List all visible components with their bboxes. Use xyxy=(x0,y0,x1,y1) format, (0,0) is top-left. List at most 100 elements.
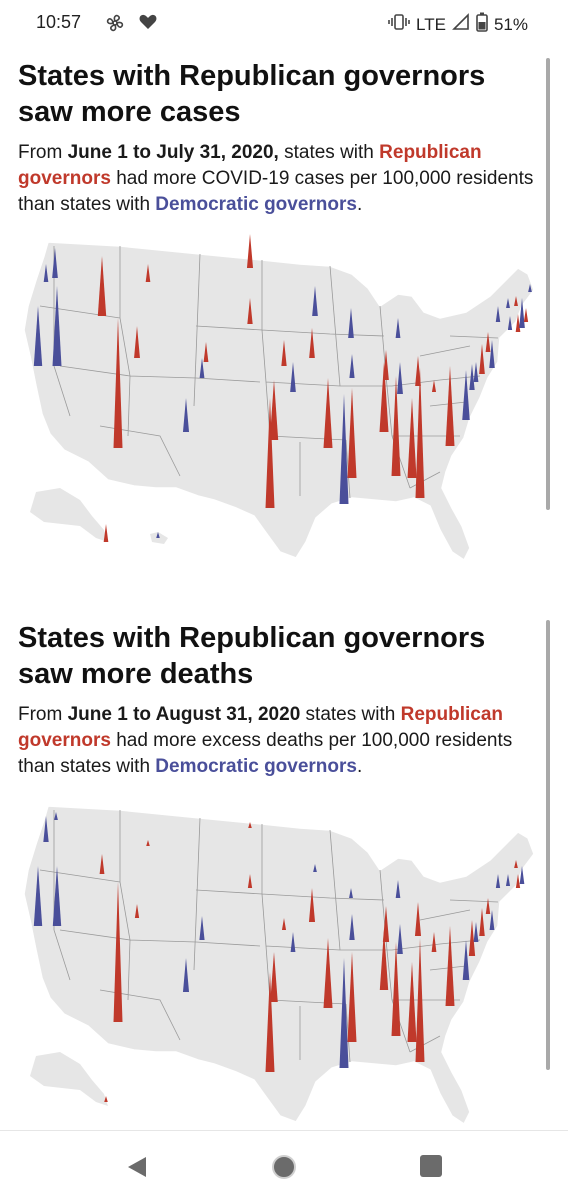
democratic-state-spike xyxy=(462,940,470,980)
democratic-state-spike xyxy=(473,922,479,942)
battery-percent: 51% xyxy=(493,14,528,34)
republican-state-spike xyxy=(246,234,254,268)
dek-text: From xyxy=(18,704,68,725)
republican-label: Republican governors xyxy=(18,142,482,189)
republican-state-spike xyxy=(134,904,140,918)
network-label: LTE xyxy=(416,14,446,34)
republican-state-spike xyxy=(113,318,123,448)
republican-state-spike xyxy=(99,854,105,874)
republican-state-spike xyxy=(415,356,421,386)
cases-section: States with Republican governors saw mor… xyxy=(18,58,548,218)
republican-state-spike xyxy=(445,926,455,1006)
democratic-state-spike xyxy=(462,370,470,420)
democratic-state-spike xyxy=(395,880,401,898)
status-time: 10:57 xyxy=(36,12,82,32)
scrollbar[interactable] xyxy=(546,58,550,510)
back-icon xyxy=(128,1157,146,1177)
democratic-state-spike xyxy=(52,866,62,926)
republican-state-spike xyxy=(281,918,287,930)
democratic-state-spike xyxy=(473,362,479,382)
democratic-label: Democratic governors xyxy=(155,756,357,777)
deaths-headline: States with Republican governors saw mor… xyxy=(18,622,486,690)
democratic-state-spike xyxy=(505,874,511,886)
democratic-state-spike xyxy=(395,318,401,338)
republican-state-spike xyxy=(146,840,150,846)
republican-state-spike xyxy=(308,888,316,922)
republican-state-spike xyxy=(485,332,491,352)
democratic-state-spike xyxy=(489,340,495,368)
democratic-state-spike xyxy=(349,354,355,378)
republican-state-spike xyxy=(270,952,278,1002)
democratic-state-spike xyxy=(528,284,532,292)
republican-state-spike xyxy=(113,882,123,1022)
democratic-state-spike xyxy=(348,308,354,338)
heart-icon xyxy=(138,12,158,37)
republican-state-spike xyxy=(145,264,151,282)
democratic-state-spike xyxy=(506,298,510,308)
republican-state-spike xyxy=(134,326,140,358)
dek-text: . xyxy=(356,756,363,777)
republican-state-spike xyxy=(323,378,333,448)
republican-state-spike xyxy=(514,296,518,306)
democratic-state-spike xyxy=(397,924,403,954)
deaths-spike-layer xyxy=(33,812,525,1102)
democratic-state-spike xyxy=(290,362,296,392)
republican-state-spike xyxy=(391,376,401,476)
republican-state-spike xyxy=(379,362,389,432)
democratic-state-spike xyxy=(519,866,525,884)
republican-state-spike xyxy=(247,298,253,324)
navigation-bar xyxy=(0,1130,568,1201)
deaths-section: States with Republican governors saw mor… xyxy=(18,620,548,780)
battery-icon xyxy=(476,12,488,37)
recents-icon xyxy=(420,1155,442,1177)
republican-state-spike xyxy=(485,898,491,914)
back-button[interactable] xyxy=(124,1153,154,1183)
democratic-state-spike xyxy=(469,364,475,390)
home-button[interactable] xyxy=(270,1153,300,1183)
democratic-state-spike xyxy=(182,398,190,432)
republican-state-spike xyxy=(103,524,109,542)
republican-state-spike xyxy=(248,822,252,828)
deaths-dek: From June 1 to August 31, 2020 states wi… xyxy=(18,702,548,780)
dek-date-range: June 1 to August 31, 2020 xyxy=(67,704,301,725)
cases-headline: States with Republican governors saw mor… xyxy=(18,60,486,128)
republican-state-spike xyxy=(468,920,476,956)
republican-state-spike xyxy=(269,380,279,440)
republican-state-spike xyxy=(431,932,437,952)
home-icon xyxy=(272,1155,296,1179)
republican-state-spike xyxy=(247,874,253,888)
republican-state-spike xyxy=(523,308,529,322)
deaths-map xyxy=(23,805,535,1126)
democratic-state-spike xyxy=(312,286,318,316)
democratic-state-spike xyxy=(495,306,501,322)
democratic-state-spike xyxy=(495,874,501,888)
republican-state-spike xyxy=(414,902,422,936)
republican-state-spike xyxy=(104,1096,108,1102)
republican-state-spike xyxy=(203,342,209,362)
republican-state-spike xyxy=(514,860,518,868)
democratic-state-spike xyxy=(33,306,43,366)
lte-signal-icon xyxy=(452,13,470,36)
democratic-state-spike xyxy=(290,932,296,952)
republican-state-spike xyxy=(97,256,107,316)
dek-text: states with xyxy=(278,142,380,163)
cases-spike-layer xyxy=(33,234,532,542)
republican-state-spike xyxy=(515,314,521,332)
republican-state-spike xyxy=(382,906,390,942)
republican-state-spike xyxy=(479,908,485,936)
status-right: LTE 51% xyxy=(388,12,528,37)
vibrate-icon xyxy=(388,13,410,36)
republican-state-spike xyxy=(347,388,357,478)
democratic-state-spike xyxy=(397,362,403,394)
dek-text: had more COVID-19 cases per 100,000 resi… xyxy=(18,168,534,215)
republican-state-spike xyxy=(431,380,437,392)
democratic-state-spike xyxy=(43,264,49,282)
democratic-state-spike xyxy=(339,394,349,504)
scrollbar[interactable] xyxy=(546,620,550,1070)
republican-state-spike xyxy=(323,938,333,1008)
republican-label: Republican governors xyxy=(18,704,503,751)
democratic-label: Democratic governors xyxy=(155,194,357,215)
recents-button[interactable] xyxy=(418,1153,448,1183)
democratic-state-spike xyxy=(182,958,190,992)
republican-state-spike xyxy=(347,952,357,1042)
